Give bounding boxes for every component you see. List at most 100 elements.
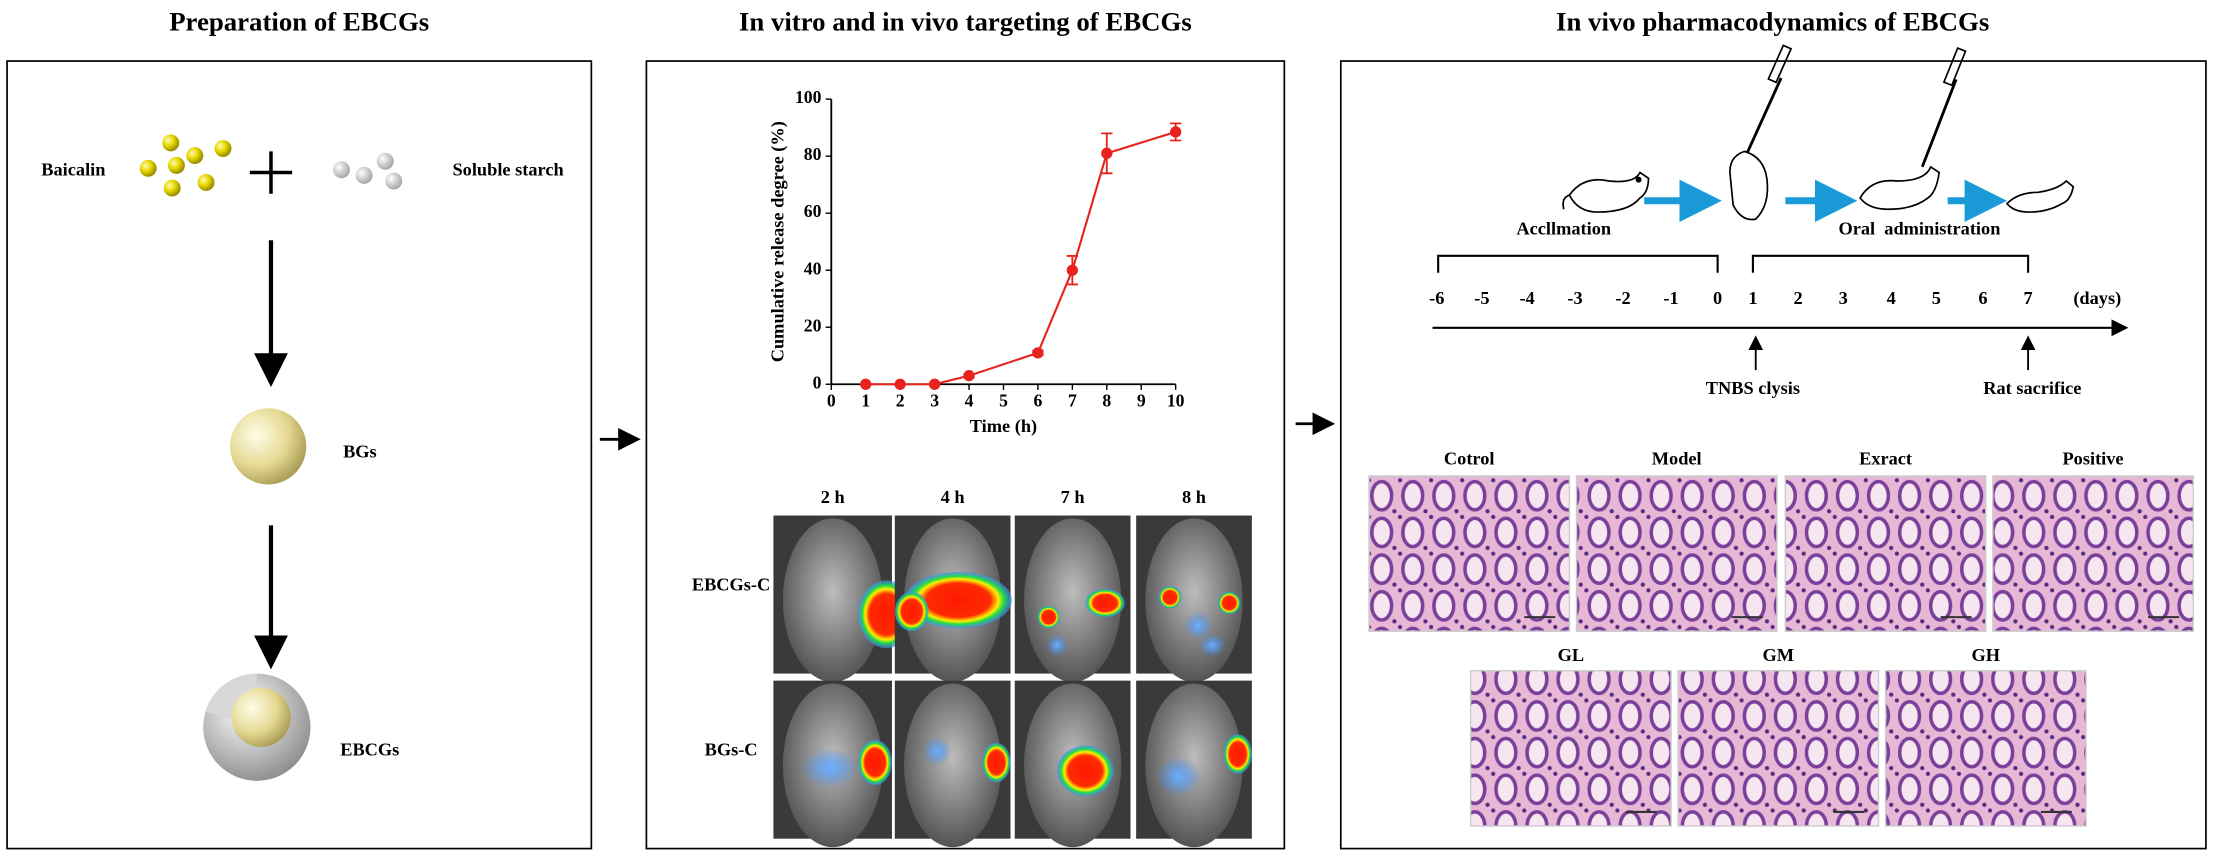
- row-label: EBCGs-C: [692, 574, 770, 594]
- signal: [858, 739, 892, 786]
- panel-title: In vivo pharmacodynamics of EBCGs: [1556, 7, 1989, 37]
- day-label: 4: [1887, 288, 1896, 308]
- label: Accllmation: [1516, 219, 1611, 239]
- day-label: -1: [1663, 288, 1678, 308]
- image-label: Positive: [2062, 449, 2123, 469]
- day-label: 7: [2024, 288, 2033, 308]
- row-label: BGs-C: [705, 739, 758, 759]
- mouse-body: [782, 518, 883, 683]
- panel-frame: [1339, 60, 2207, 850]
- day-label: 2: [1793, 288, 1802, 308]
- histology-image: [1368, 475, 1571, 632]
- signal: [801, 748, 859, 788]
- signal: [1198, 634, 1227, 657]
- column-label: 4 h: [941, 487, 965, 507]
- day-labels: -6 -5 -4 -3 -2 -1 0 1 2 3 4 5 6 7: [1429, 288, 2033, 308]
- day-label: -3: [1567, 288, 1582, 308]
- label: BGs: [343, 442, 377, 462]
- x-tick-label: 4: [965, 391, 974, 411]
- day-label: -2: [1615, 288, 1630, 308]
- signal: [1037, 605, 1060, 629]
- label: EBCGs: [340, 739, 399, 759]
- signal: [1184, 611, 1213, 640]
- x-tick-label: 1: [861, 391, 870, 411]
- histology-image: [1992, 475, 2194, 632]
- day-label: 0: [1713, 288, 1722, 308]
- signal: [1217, 591, 1241, 615]
- data-point: [963, 370, 975, 382]
- data-point: [928, 378, 941, 390]
- data-point: [1066, 264, 1078, 276]
- day-label: 5: [1932, 288, 1941, 308]
- x-axis-label: Time (h): [970, 416, 1037, 437]
- histology-image: [1469, 670, 1672, 827]
- x-tick-label: 10: [1167, 391, 1185, 411]
- y-tick-label: 100: [795, 87, 822, 107]
- signal: [1155, 756, 1202, 797]
- x-tick-label: 0: [827, 391, 836, 411]
- panel-frame: [6, 60, 593, 850]
- signal: [894, 591, 929, 632]
- column-label: 7 h: [1061, 487, 1085, 507]
- signal: [1223, 734, 1252, 774]
- image-label: GM: [1763, 645, 1795, 665]
- image-label: Exract: [1859, 449, 1913, 469]
- data-line: [865, 130, 1176, 386]
- imaging-grid: 2 h 4 h 7 h 8 h EBCGs-C BGs-C: [692, 487, 1252, 848]
- y-tick-label: 40: [804, 258, 822, 278]
- histology-image: [1677, 670, 1880, 827]
- histology-image: [1884, 670, 2087, 827]
- label: Rat sacrifice: [1983, 378, 2081, 398]
- label: (days): [2073, 288, 2121, 309]
- data-point: [860, 378, 872, 390]
- panel-title: Preparation of EBCGs: [169, 7, 429, 37]
- histology-image: [1784, 475, 1987, 632]
- signal: [1057, 745, 1114, 797]
- y-tick-label: 0: [813, 372, 822, 392]
- data-point: [1101, 147, 1113, 159]
- y-tick-label: 20: [804, 315, 822, 335]
- data-point: [1170, 126, 1182, 138]
- label: Soluble starch: [452, 159, 563, 179]
- mouse-body: [904, 683, 1002, 848]
- column-label: 2 h: [821, 487, 845, 507]
- x-tick-label: 5: [999, 391, 1008, 411]
- day-label: -4: [1519, 288, 1534, 308]
- x-tick-label: 3: [930, 391, 939, 411]
- x-tick-label: 8: [1102, 391, 1111, 411]
- timeline: [1432, 44, 2129, 371]
- x-tick-label: 7: [1068, 391, 1077, 411]
- data-point: [894, 378, 906, 390]
- image-label: Model: [1652, 449, 1702, 469]
- day-label: 6: [1978, 288, 1987, 308]
- y-tick-label: 80: [804, 144, 822, 164]
- day-label: -6: [1429, 288, 1444, 308]
- image-label: Cotrol: [1444, 449, 1495, 469]
- image-label: GL: [1558, 645, 1584, 665]
- label: Baicalin: [41, 159, 105, 179]
- histology-image: [1575, 475, 1778, 632]
- data-point: [1032, 347, 1044, 359]
- signal: [923, 737, 952, 766]
- day-label: -5: [1474, 288, 1489, 308]
- preparation: Baicalin Soluble starch BGs EBCGs: [41, 134, 564, 781]
- panel-title: In vitro and in vivo targeting of EBCGs: [739, 7, 1192, 37]
- signal: [1158, 586, 1182, 609]
- signal: [1085, 588, 1125, 618]
- x-tick-label: 2: [896, 391, 905, 411]
- panel-frame: [645, 60, 1286, 850]
- signal: [1045, 634, 1069, 657]
- column-label: 8 h: [1182, 487, 1206, 507]
- image-label: GH: [1972, 645, 2001, 665]
- y-tick-label: 60: [804, 201, 822, 221]
- y-axis-label: Cumulative release degree (%): [767, 121, 788, 362]
- x-tick-label: 6: [1034, 391, 1043, 411]
- day-label: 3: [1839, 288, 1848, 308]
- signal: [904, 571, 1012, 629]
- label: TNBS clysis: [1706, 378, 1800, 398]
- histology-grid: Cotrol Model Exract Positive GL GM GH: [1368, 449, 2194, 827]
- day-label: 1: [1748, 288, 1757, 308]
- x-tick-label: 9: [1137, 391, 1146, 411]
